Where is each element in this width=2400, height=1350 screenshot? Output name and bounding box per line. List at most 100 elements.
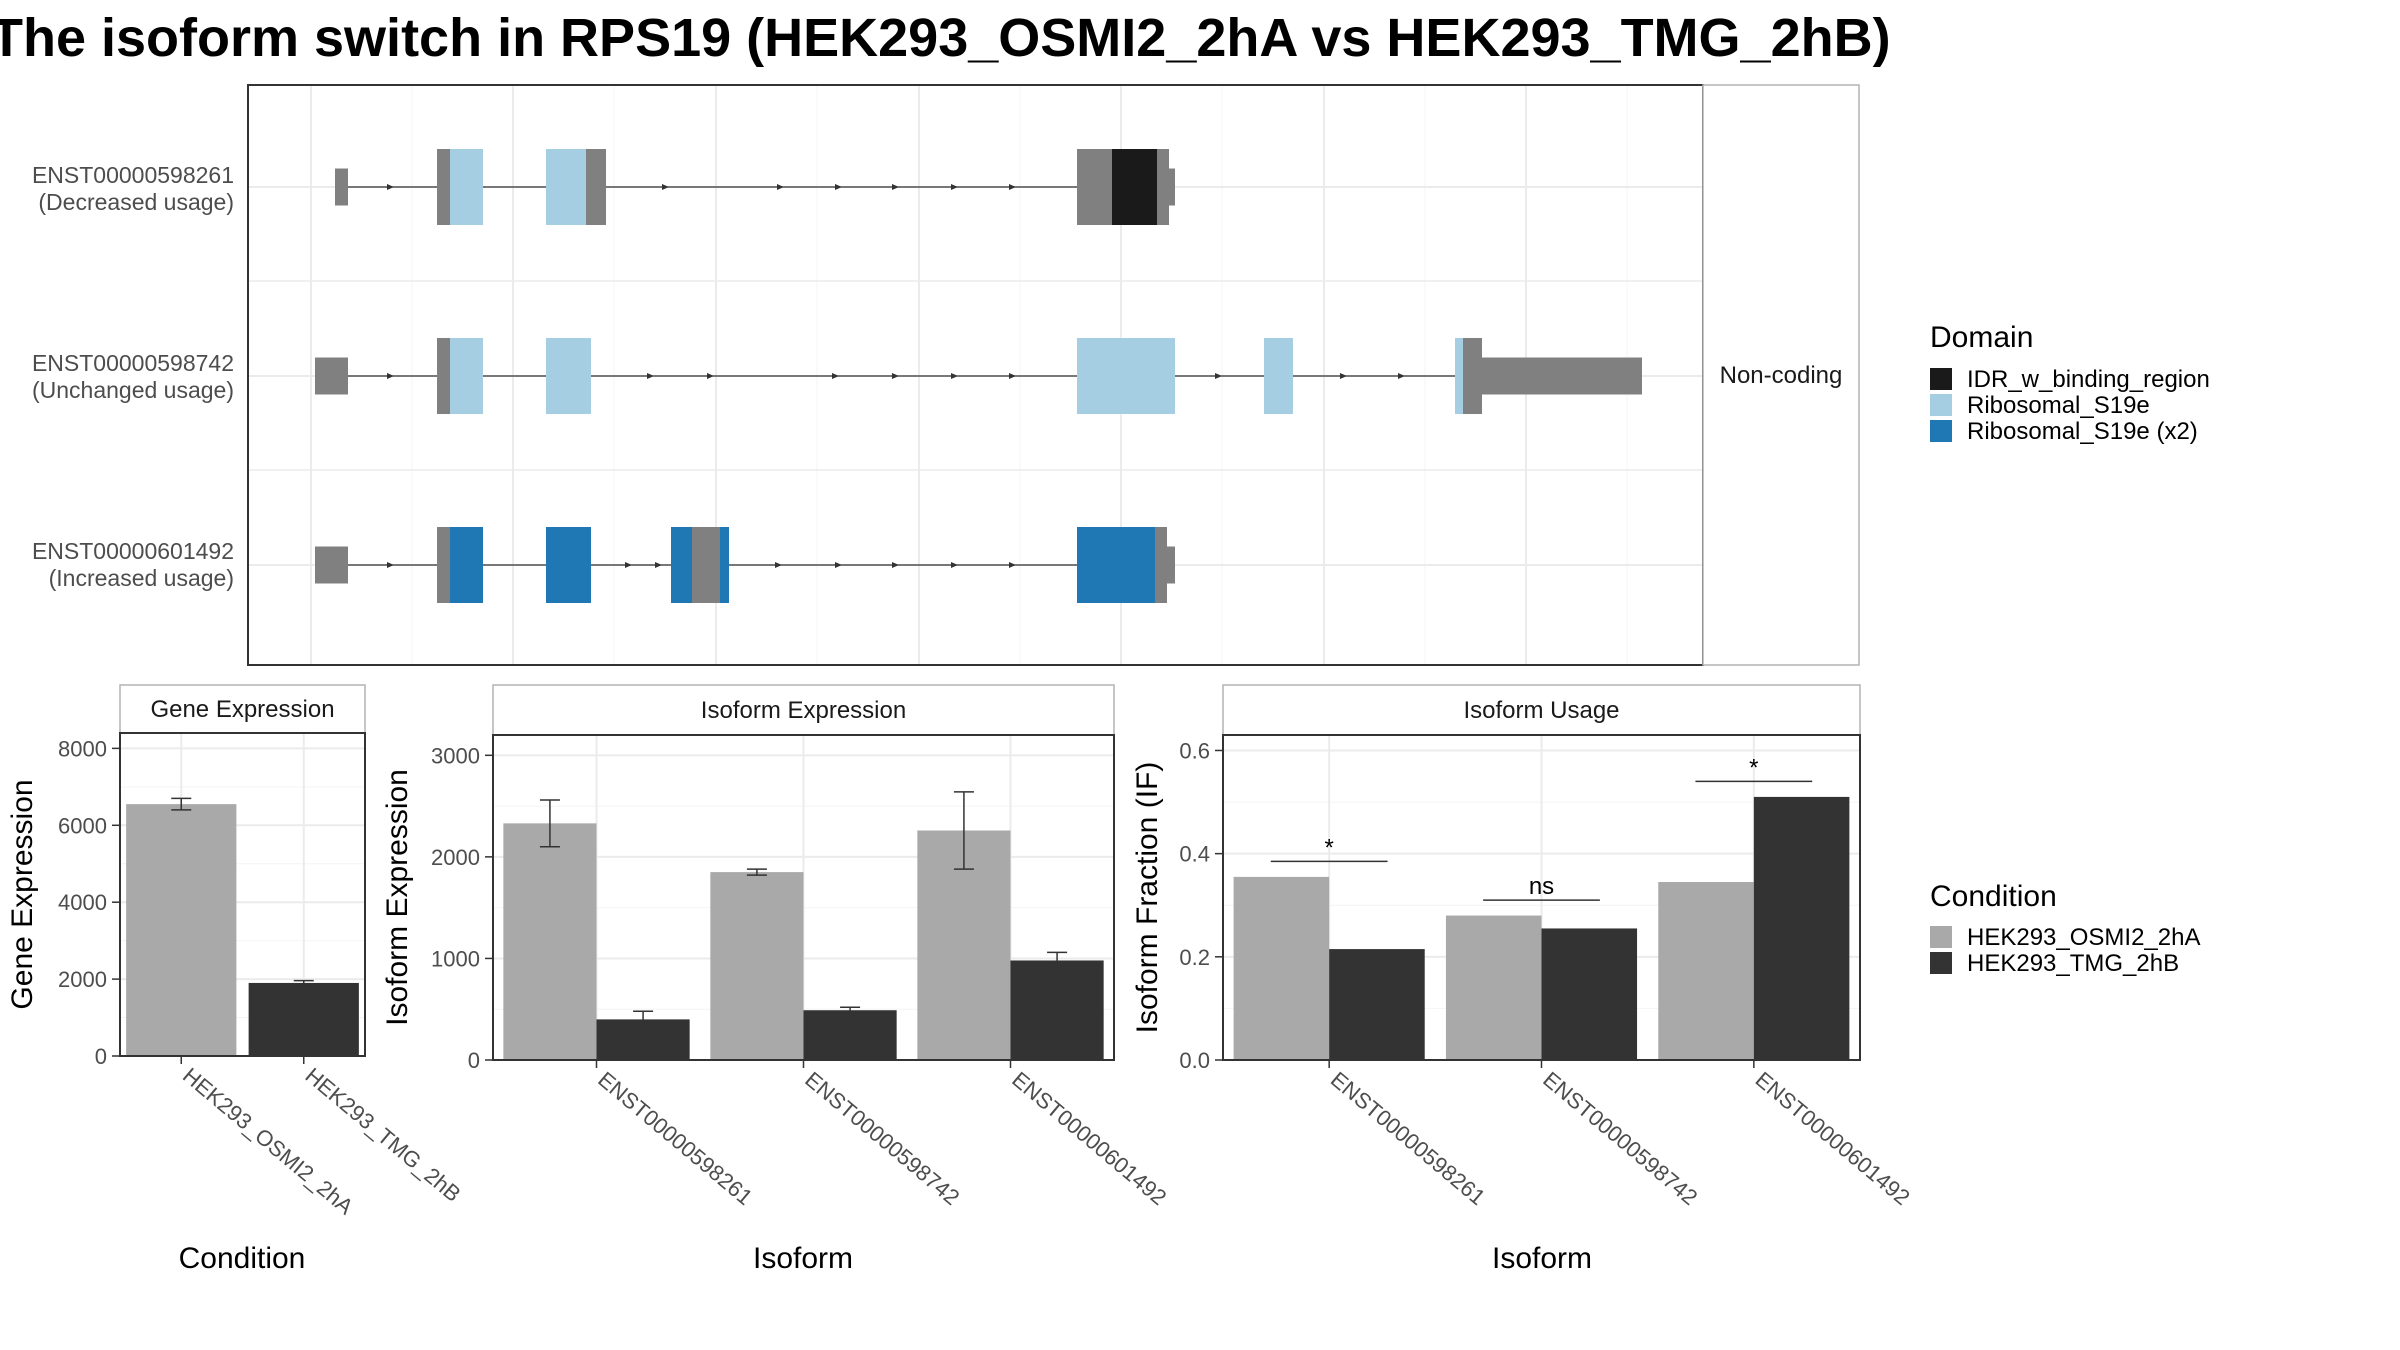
bar-1-s0-c1 [710, 872, 804, 1060]
bar-1-s1-c1 [803, 1010, 897, 1060]
legend-label-cond-a: HEK293_OSMI2_2hA [1967, 924, 2200, 951]
isoform-2-direction-arrow-3 [707, 373, 714, 379]
bar-2-s1-c2 [1753, 796, 1850, 1060]
panel-strip-0 [119, 684, 366, 734]
x-axis-title-0: Condition [179, 1242, 306, 1275]
isoform-3-utr-block-0 [315, 546, 348, 584]
isoform-2-direction-arrow-4 [832, 373, 839, 379]
isoform-3-utr-block-9 [1167, 546, 1175, 584]
isoform-2-direction-arrow-0 [387, 373, 394, 379]
x-axis-title-1: Isoform [753, 1242, 853, 1275]
isoform-2-utr-block-8 [1482, 357, 1642, 395]
isoform-1-direction-arrow-0 [387, 184, 394, 190]
significance-label-2-0: * [1324, 834, 1333, 861]
isoform-3-direction-arrow-3 [655, 562, 662, 568]
isoform-2-direction-arrow-5 [892, 373, 899, 379]
isoform-2-domain-block-2 [450, 338, 483, 414]
isoform-2-domain-block-6 [1455, 338, 1463, 414]
error-bar-0-c1 [293, 979, 314, 986]
isoform-3-domain-block-6 [720, 527, 729, 603]
y-tick-label-0-0: 0 [95, 1044, 107, 1069]
bar-2-s0-c0 [1233, 876, 1330, 1060]
isoform-3-utr-block-1 [437, 527, 450, 603]
isoform-3-direction-arrow-7 [951, 562, 958, 568]
legend-swatch-ribosomal-x2 [1930, 420, 1952, 442]
y-tick-label-1-0: 0 [468, 1048, 480, 1073]
error-bar-1-s1-c1 [840, 1006, 861, 1015]
error-bar-1-s0-c1 [746, 868, 767, 876]
panel-title-0: Gene Expression [150, 696, 334, 723]
x-tick-label-2-2: ENST00000601492 [1751, 1067, 1915, 1210]
x-tick-label-2-1: ENST00000598742 [1538, 1067, 1702, 1210]
legend-swatch-ribosomal [1930, 394, 1952, 416]
structure-marks [315, 149, 1642, 603]
y-tick-label-2-1: 0.2 [1179, 945, 1210, 970]
isoform-2-utr-block-7 [1463, 338, 1482, 414]
condition-legend: Condition HEK293_OSMI2_2hA HEK293_TMG_2h… [1930, 880, 2200, 977]
y-tick-label-2-2: 0.4 [1179, 842, 1210, 867]
isoform-2-domain-block-5 [1264, 338, 1293, 414]
isoform-2-domain-block-4 [1077, 338, 1175, 414]
isoform-1-utr-block-7 [1157, 149, 1169, 225]
isoform-2-direction-arrow-2 [647, 373, 654, 379]
isoform-1-domain-block-2 [450, 149, 483, 225]
isoform-3-domain-block-7 [1077, 527, 1155, 603]
isoform-1-domain-block-3 [546, 149, 586, 225]
x-tick-label-1-0: ENST00000598261 [593, 1067, 757, 1210]
isoform-2-utr-block-0 [315, 357, 348, 395]
isoform-label-1-usage: (Decreased usage) [38, 189, 234, 215]
bar-2-s1-c1 [1541, 928, 1638, 1060]
error-bar-1-s1-c0 [633, 1010, 654, 1028]
isoform-3-direction-arrow-8 [1009, 562, 1016, 568]
y-tick-label-0-2: 4000 [58, 890, 107, 915]
bar-0-c1 [248, 982, 359, 1056]
isoform-usage-panel: Isoform Usage * ns * 0.0 0.2 0.4 0.6 ENST0000059… [1131, 684, 1915, 1275]
isoform-1-direction-arrow-3 [662, 184, 669, 190]
bar-2-s0-c2 [1658, 882, 1754, 1060]
bar-2-s1-c0 [1329, 949, 1425, 1060]
isoform-3-direction-arrow-0 [387, 562, 394, 568]
isoform-2-direction-arrow-7 [1009, 373, 1016, 379]
strip-label-noncoding: Non-coding [1720, 362, 1843, 389]
bar-2-s0-c1 [1445, 915, 1542, 1060]
isoform-1-direction-arrow-4 [777, 184, 784, 190]
isoform-3-utr-block-5 [692, 527, 720, 603]
significance-label-2-1: ns [1529, 873, 1554, 900]
isoform-3-direction-arrow-4 [775, 562, 782, 568]
isoform-3-direction-arrow-5 [835, 562, 842, 568]
figure-title: The isoform switch in RPS19 (HEK293_OSMI… [0, 8, 1891, 68]
isoform-2-direction-arrow-8 [1215, 373, 1222, 379]
error-bar-0-c0 [171, 797, 192, 811]
isoform-1-utr-block-8 [1169, 168, 1175, 206]
error-bar-1-s0-c2 [953, 791, 974, 870]
condition-legend-title: Condition [1930, 880, 2057, 913]
panel-title-2: Isoform Usage [1463, 697, 1619, 724]
bar-1-s1-c2 [1010, 960, 1104, 1060]
y-tick-label-1-3: 3000 [431, 743, 480, 768]
isoform-1-utr-block-4 [586, 149, 606, 225]
legend-swatch-cond-a [1930, 926, 1952, 948]
isoform-1-direction-arrow-6 [892, 184, 899, 190]
isoform-3-direction-arrow-2 [625, 562, 632, 568]
legend-label-ribosomal-x2: Ribosomal_S19e (x2) [1967, 418, 2198, 445]
isoform-expression-panel: Isoform Expression 0 1000 2000 3000 ENST00000… [381, 684, 1171, 1275]
isoform-1-utr-block-5 [1077, 149, 1112, 225]
significance-label-2-2: * [1749, 754, 1758, 781]
domain-legend-title: Domain [1930, 321, 2033, 354]
error-bar-1-s1-c2 [1047, 951, 1068, 970]
isoform-1-direction-arrow-7 [951, 184, 958, 190]
isoform-1-domain-block-6 [1112, 149, 1157, 225]
x-tick-label-1-1: ENST00000598742 [800, 1067, 964, 1210]
bar-1-s0-c0 [503, 823, 597, 1060]
y-axis-title-1: Isoform Expression [381, 769, 414, 1026]
legend-label-cond-b: HEK293_TMG_2hB [1967, 950, 2179, 977]
panel-strip-1 [492, 684, 1115, 736]
panel-title-1: Isoform Expression [701, 697, 906, 724]
isoform-2-direction-arrow-6 [951, 373, 958, 379]
error-bar-1-s0-c0 [539, 799, 560, 848]
isoform-label-3-usage: (Increased usage) [49, 565, 234, 591]
isoform-label-2-usage: (Unchanged usage) [32, 377, 234, 403]
structure-panel: Non-coding ENST00000598261 (Decreased us… [32, 84, 1860, 666]
isoform-3-domain-block-4 [671, 527, 692, 603]
